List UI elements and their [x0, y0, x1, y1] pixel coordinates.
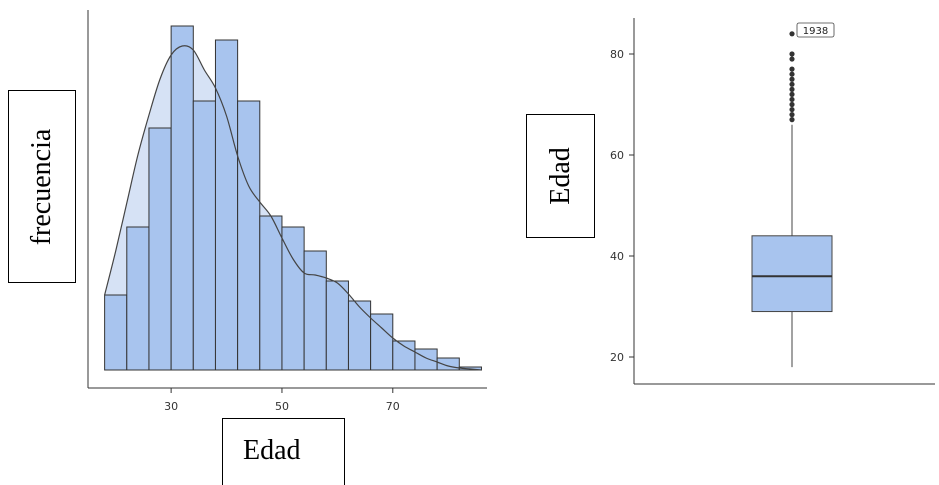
histogram-bar: [192, 100, 216, 371]
histogram-bar: [414, 348, 438, 371]
x-tick-label: 70: [386, 400, 400, 413]
outlier-point: [789, 31, 795, 37]
boxplot-outliers: [789, 31, 795, 123]
histogram-bar: [214, 39, 239, 371]
boxplot-y-label: Edad: [544, 147, 576, 205]
y-tick-label: 40: [610, 250, 624, 263]
histogram-y-label: frecuencia: [26, 128, 57, 245]
histogram-bar: [325, 280, 349, 371]
histogram-bar: [303, 250, 327, 371]
histogram-bar: [347, 300, 372, 371]
outlier-point: [789, 81, 795, 87]
histogram-bar: [170, 25, 194, 371]
histogram-x-label: Edad: [243, 435, 301, 466]
y-tick-label: 80: [610, 48, 624, 61]
x-tick-label: 30: [164, 400, 178, 413]
outlier-point: [789, 56, 795, 62]
histogram-bar: [126, 226, 150, 371]
boxplot-chart: 20 40 60 80 1938: [610, 18, 935, 385]
y-tick-label: 20: [610, 351, 624, 364]
outlier-point: [789, 66, 795, 72]
outlier-point: [789, 51, 795, 57]
outlier-point: [789, 112, 795, 118]
histogram-bar: [237, 100, 261, 371]
boxplot-box: [751, 124, 833, 368]
histogram-bar: [281, 226, 305, 371]
boxplot-y-label-box: Edad: [526, 114, 595, 238]
histogram-bar: [436, 357, 460, 371]
outlier-point: [789, 86, 795, 92]
outlier-point: [789, 117, 795, 123]
histogram-bar: [104, 294, 128, 371]
histogram-bar: [259, 215, 283, 371]
histogram-x-ticks: 30 50 70: [164, 388, 400, 413]
density-curve: [104, 45, 482, 371]
histogram-x-label-box: Edad: [222, 418, 345, 485]
outlier-label: 1938: [796, 22, 835, 38]
histogram-bar: [148, 127, 172, 371]
outlier-point: [789, 71, 795, 77]
y-tick-label: 60: [610, 149, 624, 162]
iqr-box: [751, 235, 833, 313]
outlier-point: [789, 96, 795, 103]
boxplot-y-ticks: 20 40 60 80: [610, 48, 634, 364]
outlier-point: [789, 106, 795, 113]
histogram-y-label-box: frecuencia: [8, 90, 76, 283]
histogram-bars: [104, 25, 482, 371]
histogram-bar: [370, 313, 394, 371]
outlier-label-text: 1938: [803, 26, 828, 37]
outlier-point: [789, 91, 795, 97]
outlier-point: [789, 76, 795, 82]
x-tick-label: 50: [275, 400, 289, 413]
histogram-chart: 30 50 70: [87, 10, 487, 413]
outlier-label-box: [796, 22, 835, 38]
outlier-point: [789, 101, 795, 108]
